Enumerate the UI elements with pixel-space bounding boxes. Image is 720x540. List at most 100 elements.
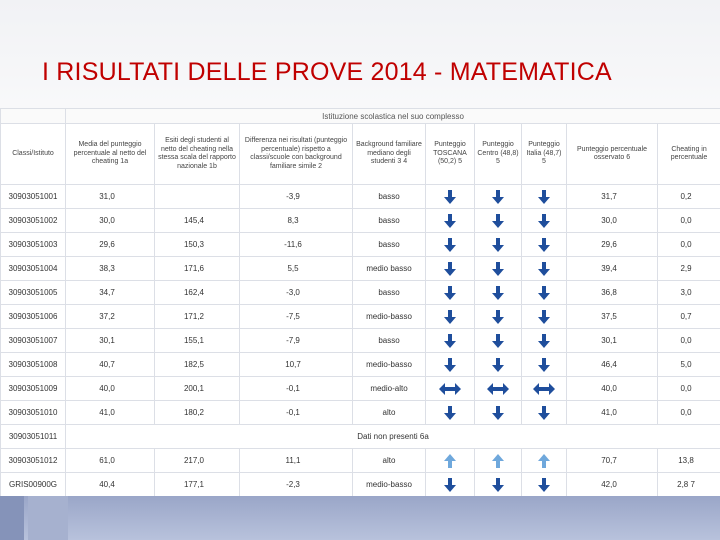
- esiti-cell: [155, 185, 239, 208]
- difference-cell: 5,5: [240, 257, 352, 280]
- media-cell: 38,3: [66, 257, 154, 280]
- cheating-cell: 0,0: [658, 377, 720, 400]
- comparison-cell: [522, 209, 566, 232]
- arrow-down-icon: [444, 333, 456, 348]
- arrow-down-icon: [538, 285, 550, 300]
- column-header: Punteggio Italia (48,7) 5: [522, 124, 566, 184]
- arrow-down-icon: [492, 237, 504, 252]
- esiti-cell: 180,2: [155, 401, 239, 424]
- comparison-cell: [522, 233, 566, 256]
- class-code-cell: GRIS00900G: [1, 473, 65, 496]
- column-header: Media del punteggio percentuale al netto…: [66, 124, 154, 184]
- arrow-down-icon: [444, 261, 456, 276]
- comparison-cell: [522, 305, 566, 328]
- arrow-down-icon: [538, 261, 550, 276]
- observed-score-cell: 29,6: [567, 233, 657, 256]
- comparison-cell: [522, 473, 566, 496]
- observed-score-cell: 36,8: [567, 281, 657, 304]
- observed-score-cell: 30,1: [567, 329, 657, 352]
- arrow-down-icon: [492, 477, 504, 492]
- comparison-cell: [426, 209, 474, 232]
- cheating-cell: 2,9: [658, 257, 720, 280]
- difference-cell: 8,3: [240, 209, 352, 232]
- esiti-cell: 171,2: [155, 305, 239, 328]
- esiti-cell: 217,0: [155, 449, 239, 472]
- background-cell: medio-basso: [353, 353, 425, 376]
- arrow-up-icon: [492, 453, 504, 468]
- observed-score-cell: 30,0: [567, 209, 657, 232]
- comparison-cell: [522, 329, 566, 352]
- class-code-cell: 30903051008: [1, 353, 65, 376]
- comparison-cell: [426, 401, 474, 424]
- esiti-cell: 150,3: [155, 233, 239, 256]
- arrow-down-icon: [492, 405, 504, 420]
- no-data-cell: Dati non presenti 6a: [66, 425, 720, 448]
- difference-cell: -11,6: [240, 233, 352, 256]
- comparison-cell: [426, 233, 474, 256]
- comparison-cell: [475, 257, 521, 280]
- arrow-down-icon: [444, 213, 456, 228]
- arrow-down-icon: [492, 309, 504, 324]
- cheating-cell: 2,8 7: [658, 473, 720, 496]
- comparison-cell: [475, 233, 521, 256]
- arrow-left-right-icon: [533, 382, 555, 395]
- class-code-cell: 30903051011: [1, 425, 65, 448]
- comparison-cell: [475, 377, 521, 400]
- table-row: 30903051012 61,0 217,0 11,1 alto 70,7 13,8: [1, 449, 720, 472]
- esiti-cell: 162,4: [155, 281, 239, 304]
- arrow-down-icon: [538, 405, 550, 420]
- table-row: 30903051007 30,1 155,1 -7,9 basso 30,1 0,0: [1, 329, 720, 352]
- class-code-cell: 30903051009: [1, 377, 65, 400]
- column-header: Classi/Istituto: [1, 124, 65, 184]
- cheating-cell: 0,0: [658, 233, 720, 256]
- background-cell: medio basso: [353, 257, 425, 280]
- arrow-down-icon: [444, 477, 456, 492]
- media-cell: 40,7: [66, 353, 154, 376]
- table-row: 30903051001 31,0 -3,9 basso 31,7 0,2: [1, 185, 720, 208]
- esiti-cell: 145,4: [155, 209, 239, 232]
- cheating-cell: 5,0: [658, 353, 720, 376]
- arrow-down-icon: [538, 357, 550, 372]
- arrow-down-icon: [444, 285, 456, 300]
- media-cell: 41,0: [66, 401, 154, 424]
- comparison-cell: [522, 377, 566, 400]
- column-header: Cheating in percentuale: [658, 124, 720, 184]
- column-header: Background familiare mediano degli stude…: [353, 124, 425, 184]
- cheating-cell: 0,0: [658, 401, 720, 424]
- bottom-decoration-band: [0, 496, 720, 540]
- table-row: 30903051010 41,0 180,2 -0,1 alto 41,0 0,0: [1, 401, 720, 424]
- difference-cell: 10,7: [240, 353, 352, 376]
- media-cell: 40,4: [66, 473, 154, 496]
- class-code-cell: 30903051006: [1, 305, 65, 328]
- arrow-down-icon: [444, 189, 456, 204]
- comparison-cell: [475, 209, 521, 232]
- arrow-down-icon: [538, 477, 550, 492]
- comparison-cell: [522, 185, 566, 208]
- column-header: Punteggio percentuale osservato 6: [567, 124, 657, 184]
- background-cell: medio-basso: [353, 305, 425, 328]
- column-header: Esiti degli studenti al netto del cheati…: [155, 124, 239, 184]
- table-row: 30903051009 40,0 200,1 -0,1 medio-alto 40,0 0,…: [1, 377, 720, 400]
- background-cell: alto: [353, 449, 425, 472]
- comparison-cell: [522, 449, 566, 472]
- class-code-cell: 30903051007: [1, 329, 65, 352]
- comparison-cell: [426, 257, 474, 280]
- cheating-cell: 13,8: [658, 449, 720, 472]
- difference-cell: -0,1: [240, 401, 352, 424]
- arrow-down-icon: [492, 357, 504, 372]
- cheating-cell: 0,0: [658, 209, 720, 232]
- table-row: 30903051008 40,7 182,5 10,7 medio-basso 46,4 5…: [1, 353, 720, 376]
- media-cell: 30,1: [66, 329, 154, 352]
- comparison-cell: [522, 281, 566, 304]
- observed-score-cell: 46,4: [567, 353, 657, 376]
- comparison-cell: [475, 329, 521, 352]
- difference-cell: -3,9: [240, 185, 352, 208]
- comparison-cell: [426, 185, 474, 208]
- background-cell: alto: [353, 401, 425, 424]
- cheating-cell: 0,0: [658, 329, 720, 352]
- arrow-down-icon: [538, 213, 550, 228]
- esiti-cell: 171,6: [155, 257, 239, 280]
- comparison-cell: [475, 401, 521, 424]
- band-block: [28, 496, 68, 540]
- esiti-cell: 155,1: [155, 329, 239, 352]
